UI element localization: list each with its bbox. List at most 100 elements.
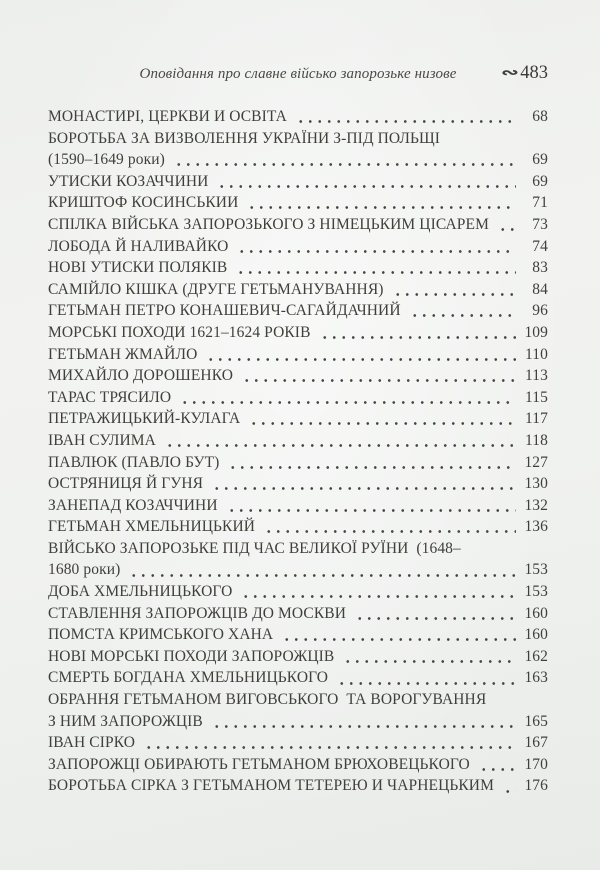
toc-entry-row: ПЕТРАЖИЦЬКИЙ-КУЛАГА 117 [48, 408, 548, 430]
toc-entry-title: ГЕТЬМАН ЖМАЙЛО [48, 345, 198, 363]
toc-entry: ПАВЛЮК (ПАВЛО БУТ) 127 [48, 451, 548, 474]
toc-entry-row: СМЕРТЬ БОГДАНА ХМЕЛЬНИЦЬКОГО 163 [48, 667, 548, 690]
toc-entry: САМІЙЛО КІШКА (ДРУГЕ ГЕТЬМАНУВАННЯ) 84 [48, 278, 548, 301]
dot-leader [244, 192, 516, 214]
toc-entry: ГЕТЬМАН ХМЕЛЬНИЦЬКИЙ 136 [48, 516, 548, 538]
toc-entry-row: ПОМСТА КРИМСЬКОГО ХАНА 160 [48, 624, 548, 646]
dot-leader [141, 732, 516, 754]
toc-entry-page-number: 118 [525, 431, 548, 449]
toc-entry-row: ІВАН СІРКО 167 [48, 732, 548, 754]
dot-leader [334, 667, 516, 690]
toc-entry-title: МОНАСТИРІ, ЦЕРКВИ И ОСВІТА [48, 108, 287, 125]
toc-entry: ЗАНЕПАД КОЗАЧЧИНИ 132 [48, 494, 548, 517]
toc-entry-row: НОВІ МОРСЬКІ ПОХОДИ ЗАПОРОЖЦІВ 162 [48, 645, 548, 668]
toc-entry-title: ЗАНЕПАД КОЗАЧЧИНИ [48, 496, 218, 514]
toc-entry-row: ІВАН СУЛИМА 118 [48, 429, 548, 452]
toc-entry-title: ТАРАС ТРЯСИЛО [48, 388, 172, 406]
toc-entry-row: З НИМ ЗАПОРОЖЦІВ 165 [48, 710, 548, 733]
toc-entry: БОРОТЬБА ЗА ВИЗВОЛЕННЯ УКРАЇНИ З-ПІД ПОЛ… [48, 128, 548, 171]
toc-entry-row: БОРОТЬБА СІРКА З ГЕТЬМАНОМ ТЕТЕРЕЮ И ЧАР… [48, 775, 548, 797]
toc-entry-title: ЛОБОДА Й НАЛИВАЙКО [48, 237, 229, 255]
toc-entry-row: ГЕТЬМАН ПЕТРО КОНАШЕВИЧ-САГАЙДАЧНИЙ 96 [48, 300, 548, 322]
toc-entry-title: УТИСКИ КОЗАЧЧИНИ [48, 172, 209, 190]
toc-entry-row: ДОБА ХМЕЛЬНИЦЬКОГО 153 [48, 581, 548, 603]
toc-entry-page-number: 160 [524, 626, 548, 644]
dot-leader [475, 753, 516, 776]
toc-entry: УТИСКИ КОЗАЧЧИНИ 69 [48, 170, 548, 193]
toc-entry-page-number: 160 [524, 604, 548, 622]
toc-entry-row: ПАВЛЮК (ПАВЛО БУТ) 127 [48, 451, 548, 474]
dot-leader [292, 106, 516, 128]
toc-entry-title-line: БОРОТЬБА ЗА ВИЗВОЛЕННЯ УКРАЇНИ З-ПІД ПОЛ… [48, 129, 441, 147]
toc-entry-row: СПІЛКА ВІЙСЬКА ЗАПОРОЗЬКОГО З НІМЕЦЬКИМ … [48, 213, 548, 236]
toc-entry-title: ОСТРЯНИЦЯ Й ГУНЯ [48, 475, 204, 493]
dot-leader [261, 516, 516, 538]
toc-entry: ІВАН СІРКО 167 [48, 732, 548, 754]
toc-entry: ГЕТЬМАН ПЕТРО КОНАШЕВИЧ-САГАЙДАЧНИЙ 96 [48, 300, 548, 322]
dot-leader [126, 559, 516, 582]
toc-entry-page-number: 163 [524, 669, 548, 687]
toc-entry: КРИШТОФ КОСИНСЬКИИ 71 [48, 192, 548, 214]
toc-entry-page-number: 176 [524, 777, 548, 795]
toc-entry-row: ЗАПОРОЖЦІ ОБИРАЮТЬ ГЕТЬМАНОМ БРЮХОВЕЦЬКО… [48, 753, 548, 776]
toc-entry-page-number: 69 [532, 172, 548, 190]
toc-entry-title: ІВАН СУЛИМА [48, 431, 156, 449]
dot-leader [389, 278, 516, 301]
folio-page-number: 483 [520, 63, 548, 83]
toc-entry-title: МОРСЬКІ ПОХОДИ 1621–1624 РОКІВ [48, 323, 311, 341]
toc-entry: ПОМСТА КРИМСЬКОГО ХАНА 160 [48, 624, 548, 646]
toc-entry-row: ЛОБОДА Й НАЛИВАЙКО 74 [48, 235, 548, 258]
flourish-ornament-icon: ∾ [500, 66, 519, 81]
toc-entry: МИХАЙЛО ДОРОШЕНКО 113 [48, 365, 548, 387]
toc-entry: СПІЛКА ВІЙСЬКА ЗАПОРОЗЬКОГО З НІМЕЦЬКИМ … [48, 213, 548, 236]
toc-entry-page-number: 68 [532, 108, 548, 125]
dot-leader [352, 602, 516, 625]
toc-entry-title: СПІЛКА ВІЙСЬКА ЗАПОРОЗЬКОГО З НІМЕЦЬКИМ … [48, 215, 489, 233]
toc-entry-page-number: 113 [525, 367, 548, 385]
toc-entry-row: 1680 роки) 153 [48, 559, 548, 582]
toc-entry-row: НОВІ УТИСКИ ПОЛЯКІВ 83 [48, 257, 548, 279]
toc-entry-page-number: 117 [525, 410, 548, 428]
toc-entry-page-number: 71 [532, 194, 548, 212]
toc-entry: ОСТРЯНИЦЯ Й ГУНЯ 130 [48, 473, 548, 495]
table-of-contents: МОНАСТИРІ, ЦЕРКВИ И ОСВІТА 68 БОРОТЬБА ЗА … [48, 106, 548, 797]
dot-leader [246, 408, 516, 430]
dot-leader [494, 213, 516, 236]
toc-entry-row: ГЕТЬМАН ХМЕЛЬНИЦЬКИЙ 136 [48, 516, 548, 538]
toc-entry: ТАРАС ТРЯСИЛО 115 [48, 386, 548, 409]
dot-leader [225, 451, 516, 474]
dot-leader [209, 473, 516, 495]
toc-entry-page-number: 170 [524, 755, 548, 773]
toc-entry-page-number: 167 [524, 734, 548, 752]
toc-entry-row: КРИШТОФ КОСИНСЬКИИ 71 [48, 192, 548, 214]
dot-leader [406, 300, 516, 322]
toc-entry-title: 1680 роки) [48, 561, 121, 579]
toc-entry-title: НОВІ УТИСКИ ПОЛЯКІВ [48, 259, 228, 277]
toc-entry-title: СТАВЛЕННЯ ЗАПОРОЖЦІВ ДО МОСКВИ [48, 604, 346, 622]
dot-leader [316, 321, 516, 344]
toc-entry: СМЕРТЬ БОГДАНА ХМЕЛЬНИЦЬКОГО 163 [48, 667, 548, 690]
toc-entry-page-number: 136 [524, 518, 548, 536]
toc-entry: ДОБА ХМЕЛЬНИЦЬКОГО 153 [48, 581, 548, 603]
toc-entry-title: СМЕРТЬ БОГДАНА ХМЕЛЬНИЦЬКОГО [48, 669, 329, 687]
toc-entry-row: САМІЙЛО КІШКА (ДРУГЕ ГЕТЬМАНУВАННЯ) 84 [48, 278, 548, 301]
toc-entry-row: СТАВЛЕННЯ ЗАПОРОЖЦІВ ДО МОСКВИ 160 [48, 602, 548, 625]
toc-entry-title: НОВІ МОРСЬКІ ПОХОДИ ЗАПОРОЖЦІВ [48, 647, 335, 665]
toc-entry-page-number: 109 [524, 323, 548, 341]
dot-leader [208, 710, 516, 733]
dot-leader [340, 645, 516, 668]
dot-leader [223, 494, 516, 517]
dot-leader [177, 386, 516, 409]
toc-entry: БОРОТЬБА СІРКА З ГЕТЬМАНОМ ТЕТЕРЕЮ И ЧАР… [48, 775, 548, 797]
toc-entry-row: МОНАСТИРІ, ЦЕРКВИ И ОСВІТА 68 [48, 106, 548, 128]
dot-leader [170, 149, 516, 171]
toc-entry: ЗАПОРОЖЦІ ОБИРАЮТЬ ГЕТЬМАНОМ БРЮХОВЕЦЬКО… [48, 753, 548, 776]
toc-entry: НОВІ МОРСЬКІ ПОХОДИ ЗАПОРОЖЦІВ 162 [48, 645, 548, 668]
toc-entry: ГЕТЬМАН ЖМАЙЛО 110 [48, 343, 548, 366]
running-title: Оповідання про славне військо запорозьке… [139, 66, 457, 82]
toc-entry-title: КРИШТОФ КОСИНСЬКИИ [48, 194, 239, 212]
toc-entry-row: МИХАЙЛО ДОРОШЕНКО 113 [48, 365, 548, 387]
dot-leader [234, 235, 516, 258]
toc-entry: ІВАН СУЛИМА 118 [48, 429, 548, 452]
